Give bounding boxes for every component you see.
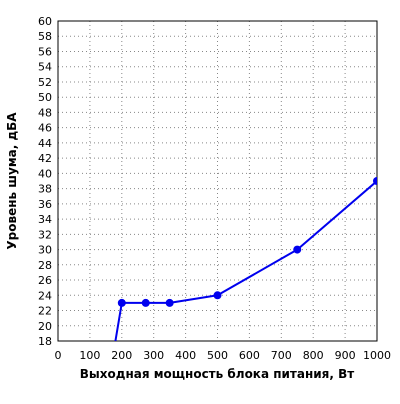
x-axis-ticks: 0 100 200 300 400 500 600 700 800 900 1000 xyxy=(55,349,392,362)
y-tick-label: 46 xyxy=(38,122,52,135)
y-tick-label: 18 xyxy=(38,335,52,348)
y-tick-label: 40 xyxy=(38,167,52,180)
x-tick-label: 500 xyxy=(207,349,228,362)
y-tick-label: 60 xyxy=(38,15,52,28)
x-tick-label: 600 xyxy=(239,349,260,362)
y-tick-label: 20 xyxy=(38,320,52,333)
y-tick-label: 22 xyxy=(38,305,52,318)
y-tick-label: 30 xyxy=(38,244,52,257)
y-tick-label: 26 xyxy=(38,274,52,287)
x-axis-title: Выходная мощность блока питания, Вт xyxy=(80,367,355,381)
y-tick-label: 42 xyxy=(38,152,52,165)
x-tick-label: 1000 xyxy=(363,349,391,362)
y-tick-label: 28 xyxy=(38,259,52,272)
y-tick-label: 38 xyxy=(38,183,52,196)
x-tick-label: 300 xyxy=(143,349,164,362)
data-point xyxy=(213,291,222,300)
y-tick-label: 58 xyxy=(38,30,52,43)
x-tick-label: 900 xyxy=(335,349,356,362)
y-tick-label: 24 xyxy=(38,289,52,302)
y-tick-label: 52 xyxy=(38,76,52,89)
data-point xyxy=(373,177,377,185)
y-tick-label: 56 xyxy=(38,45,52,58)
x-tick-label: 100 xyxy=(79,349,100,362)
y-tick-label: 50 xyxy=(38,91,52,104)
data-point xyxy=(141,298,150,307)
y-tick-label: 32 xyxy=(38,228,52,241)
x-tick-label: 800 xyxy=(303,349,324,362)
y-axis-title: Уровень шума, дБА xyxy=(5,112,19,250)
x-tick-label: 400 xyxy=(175,349,196,362)
series xyxy=(114,177,377,341)
y-tick-label: 34 xyxy=(38,213,52,226)
y-tick-label: 48 xyxy=(38,106,52,119)
y-tick-label: 44 xyxy=(38,137,52,150)
x-tick-label: 0 xyxy=(55,349,62,362)
x-tick-label: 200 xyxy=(111,349,132,362)
y-axis-ticks: 18 20 22 24 26 28 30 32 34 36 38 40 42 44 46 48 50 52 54 56… xyxy=(38,15,52,348)
x-tick-label: 700 xyxy=(271,349,292,362)
grid xyxy=(58,21,377,341)
y-tick-label: 54 xyxy=(38,61,52,74)
y-tick-label: 36 xyxy=(38,198,52,211)
data-point xyxy=(293,245,302,254)
data-point xyxy=(165,298,174,307)
data-point xyxy=(117,298,126,307)
